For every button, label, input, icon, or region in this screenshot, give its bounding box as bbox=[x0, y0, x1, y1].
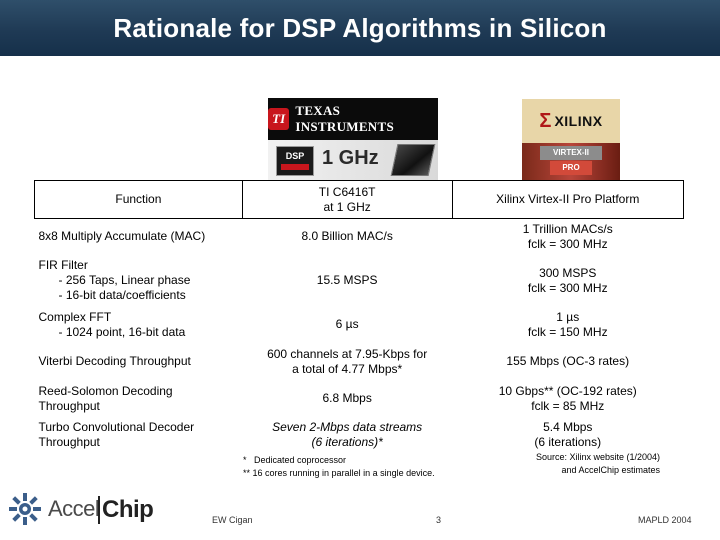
footnotes: * Dedicated coprocessor ** 16 cores runn… bbox=[243, 454, 435, 480]
accelchip-logo-left: Accel bbox=[48, 496, 100, 521]
title-bar: Rationale for DSP Algorithms in Silicon bbox=[0, 0, 720, 56]
row-xilinx-value: 155 Mbps (OC-3 rates) bbox=[506, 354, 630, 368]
row-ti-value: 600 channels at 7.95-Kbps for a total of… bbox=[267, 346, 428, 376]
accelchip-logo-right: Chip bbox=[98, 496, 154, 524]
row-function: Complex FFT - 1024 point, 16-bit data bbox=[38, 309, 186, 339]
row-xilinx-value: 1 Trillion MACs/s fclk = 300 MHz bbox=[522, 221, 613, 251]
xilinx-product-label: VIRTEX-II bbox=[540, 146, 602, 160]
ti-dsp-label: DSP bbox=[285, 151, 305, 161]
row-xilinx-value: 10 Gbps** (OC-192 rates) fclk = 85 MHz bbox=[498, 383, 637, 413]
accelchip-logo: Accel Chip bbox=[8, 490, 154, 530]
header-ti: TI C6416T at 1 GHz bbox=[241, 180, 453, 219]
source-note: Source: Xilinx website (1/2004) and Acce… bbox=[535, 452, 660, 475]
ti-speed-label: 1 GHz bbox=[322, 147, 379, 169]
ti-chip-image bbox=[390, 144, 436, 176]
row-function: 8x8 Multiply Accumulate (MAC) bbox=[38, 229, 206, 244]
footnote: ** 16 cores running in parallel in a sin… bbox=[243, 468, 435, 478]
footer-author: EW Cigan bbox=[212, 515, 253, 525]
footer-page-number: 3 bbox=[436, 515, 442, 525]
row-ti-value: Seven 2-Mbps data streams (6 iterations)… bbox=[272, 419, 423, 449]
ti-dsp-bar bbox=[281, 164, 309, 170]
xilinx-product-strip: VIRTEX-II PRO bbox=[522, 143, 620, 180]
footnote: * Dedicated coprocessor bbox=[243, 455, 347, 465]
table-row: FIR Filter - 256 Taps, Linear phase - 16… bbox=[35, 255, 684, 307]
ti-logo: TI TEXAS INSTRUMENTS DSP 1 GHz bbox=[268, 98, 438, 180]
table-row: Viterbi Decoding Throughput 600 channels… bbox=[35, 343, 684, 381]
row-xilinx-value: 300 MSPS fclk = 300 MHz bbox=[527, 265, 608, 295]
header-xilinx: Xilinx Virtex-II Pro Platform bbox=[451, 180, 684, 219]
row-xilinx-value: 1 µs fclk = 150 MHz bbox=[527, 309, 608, 339]
row-function: FIR Filter - 256 Taps, Linear phase - 16… bbox=[38, 258, 191, 302]
ti-product-strip: DSP 1 GHz bbox=[268, 140, 438, 180]
ti-logo-name: TEXAS INSTRUMENTS bbox=[295, 103, 394, 134]
xilinx-subproduct-label: PRO bbox=[550, 161, 592, 175]
table-row: Reed-Solomon Decoding Throughput 6.8 Mbp… bbox=[35, 381, 684, 417]
table-header-row: Function TI C6416T at 1 GHz Xilinx Virte… bbox=[34, 180, 684, 219]
table-row: Turbo Convolutional Decoder Throughput S… bbox=[35, 417, 684, 453]
table-row: Complex FFT - 1024 point, 16-bit data 6 … bbox=[35, 307, 684, 343]
table-row: 8x8 Multiply Accumulate (MAC) 8.0 Billio… bbox=[35, 219, 684, 255]
ti-logo-banner: TI TEXAS INSTRUMENTS bbox=[268, 98, 438, 140]
ti-dsp-badge: DSP bbox=[276, 146, 314, 176]
row-function: Turbo Convolutional Decoder Throughput bbox=[38, 419, 195, 449]
xilinx-logo-name: XILINX bbox=[554, 113, 603, 129]
row-xilinx-value: 5.4 Mbps (6 iterations) bbox=[534, 419, 602, 449]
xilinx-logo: Σ XILINX VIRTEX-II PRO bbox=[522, 99, 620, 180]
row-ti-value: 6 µs bbox=[335, 317, 359, 331]
ti-emblem-icon: TI bbox=[268, 108, 290, 130]
page-title: Rationale for DSP Algorithms in Silicon bbox=[113, 12, 607, 43]
row-ti-value: 8.0 Billion MAC/s bbox=[301, 229, 393, 244]
footer-conference: MAPLD 2004 bbox=[638, 515, 692, 525]
row-ti-value: 15.5 MSPS bbox=[316, 273, 378, 287]
xilinx-logo-banner: Σ XILINX bbox=[522, 99, 620, 143]
row-function: Reed-Solomon Decoding Throughput bbox=[38, 383, 173, 413]
row-ti-value: 6.8 Mbps bbox=[322, 391, 372, 405]
accelchip-gear-icon bbox=[9, 493, 41, 525]
comparison-table: Function TI C6416T at 1 GHz Xilinx Virte… bbox=[34, 180, 684, 453]
row-function: Viterbi Decoding Throughput bbox=[38, 354, 191, 368]
header-function: Function bbox=[34, 180, 243, 219]
xilinx-mark-icon: Σ bbox=[539, 109, 552, 132]
